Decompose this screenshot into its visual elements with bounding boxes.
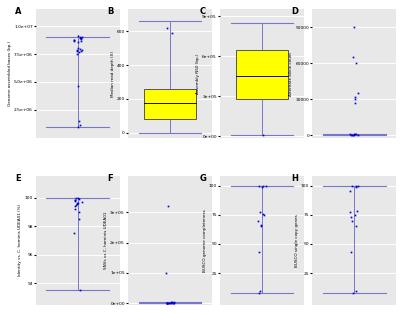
Y-axis label: Assembly N50 (bp.): Assembly N50 (bp.) [196, 53, 200, 94]
Text: C: C [199, 7, 205, 16]
Y-axis label: Identity vs. C. hominis UDEA01 (%): Identity vs. C. hominis UDEA01 (%) [18, 204, 22, 277]
Y-axis label: BUSCO single copy genes: BUSCO single copy genes [295, 214, 299, 267]
Y-axis label: SNVs vs C. hominis UDEA01: SNVs vs C. hominis UDEA01 [104, 212, 108, 269]
Text: G: G [199, 174, 206, 183]
Y-axis label: Alternate allele count: Alternate allele count [289, 51, 293, 95]
Text: H: H [291, 174, 298, 183]
Y-axis label: BUSCO genome completeness: BUSCO genome completeness [203, 209, 207, 272]
Text: F: F [107, 174, 113, 183]
Bar [144, 89, 196, 119]
Y-axis label: Genome assembled bases (bp.): Genome assembled bases (bp.) [8, 41, 12, 106]
Text: B: B [107, 7, 114, 16]
Text: E: E [15, 174, 21, 183]
Text: D: D [291, 7, 298, 16]
Bar [236, 50, 288, 99]
Y-axis label: Median read depth (X): Median read depth (X) [110, 51, 114, 97]
Text: A: A [15, 7, 22, 16]
